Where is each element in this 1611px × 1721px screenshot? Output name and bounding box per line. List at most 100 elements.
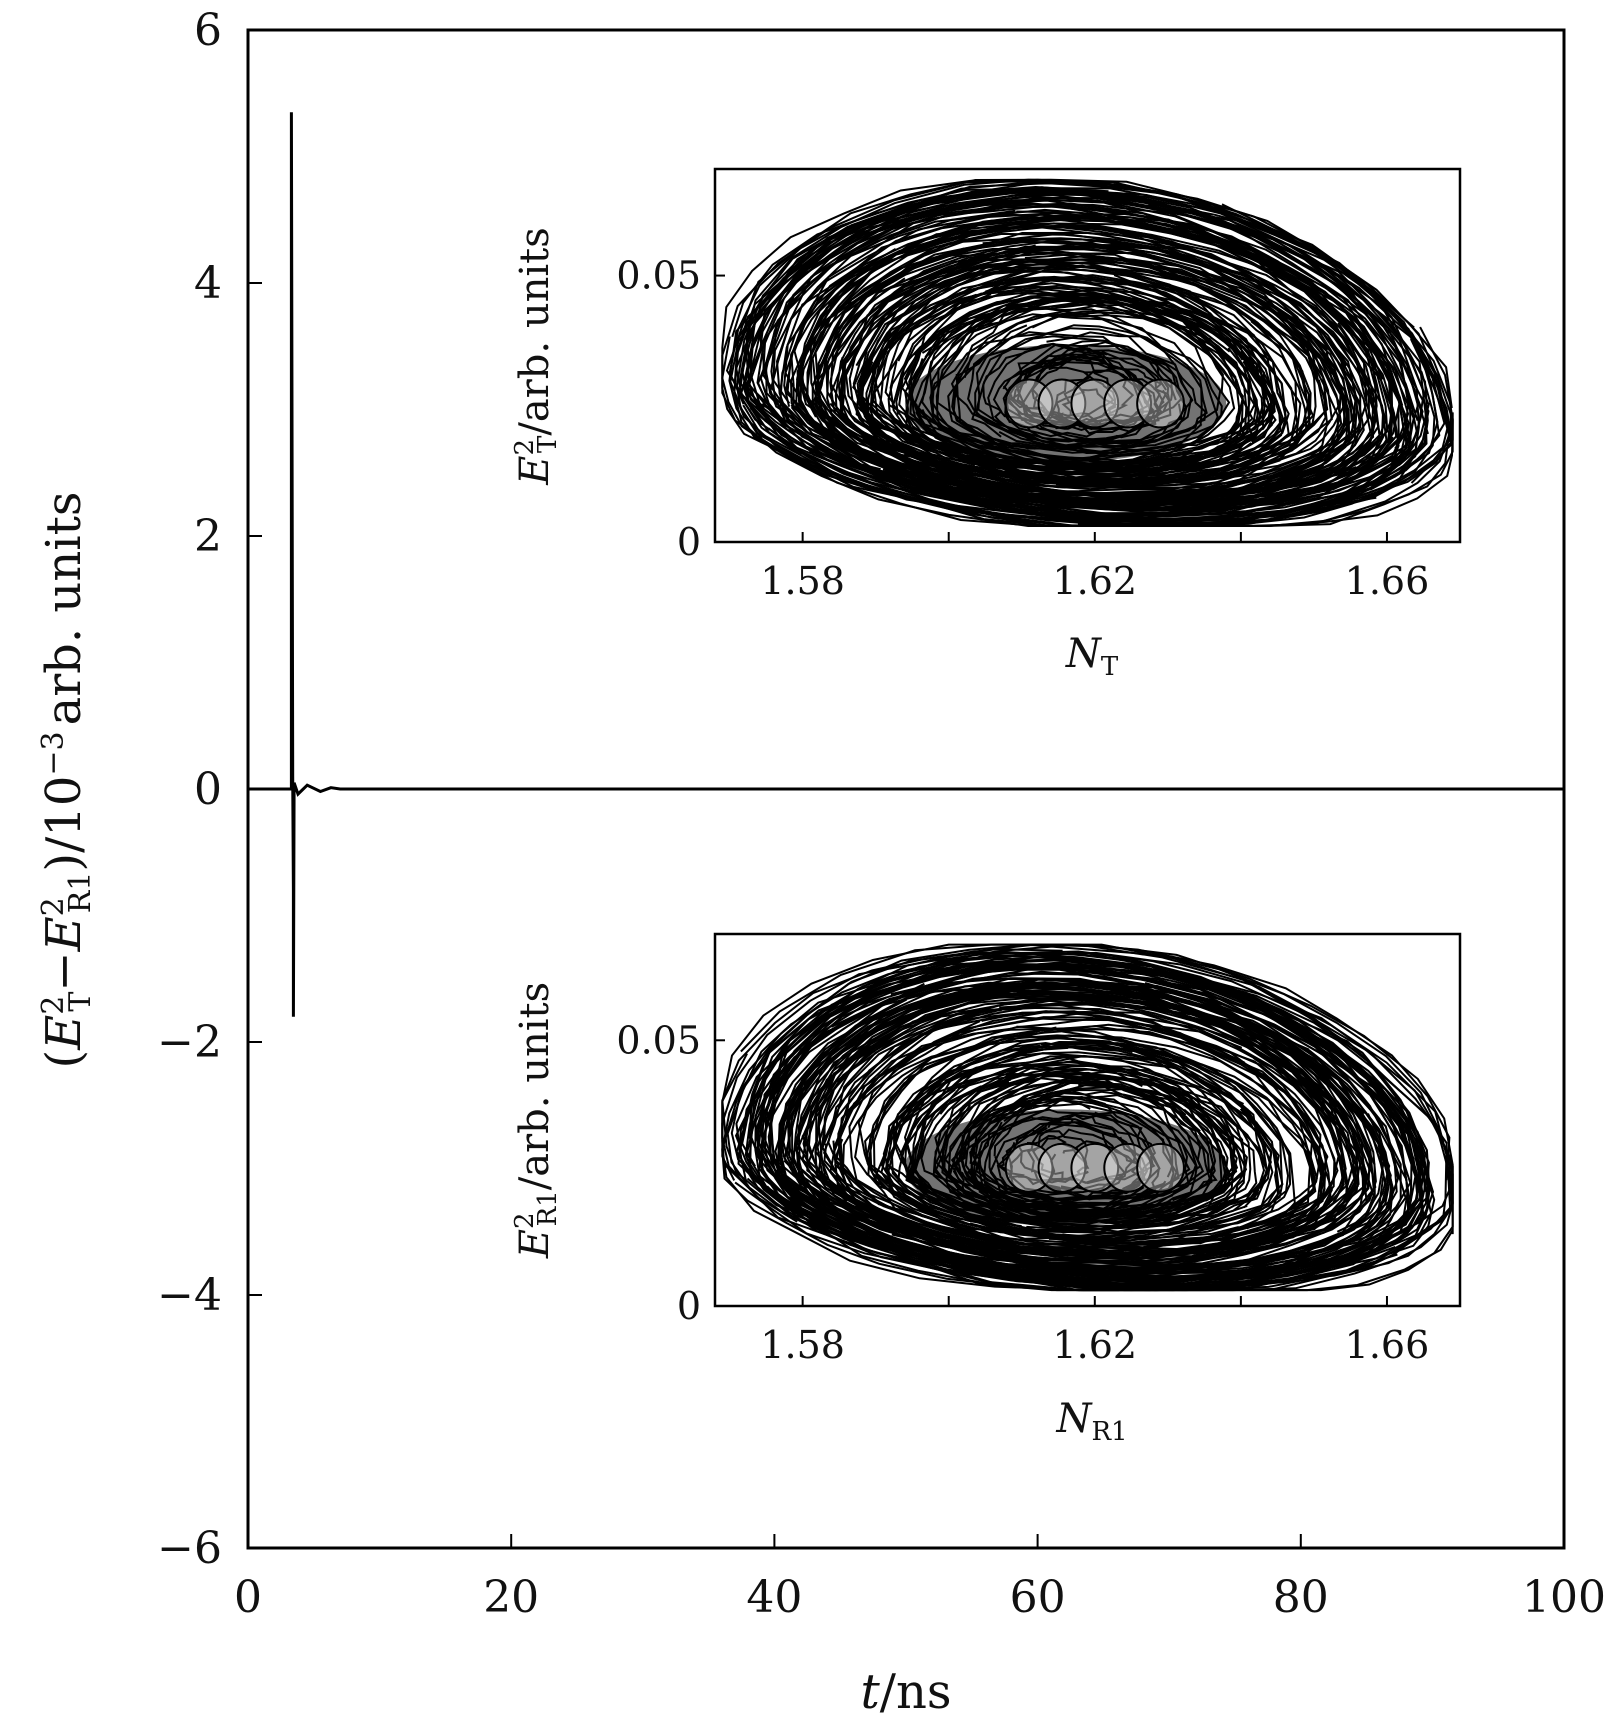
inset-bottom-y-e: E — [512, 1229, 558, 1259]
attractor-loop — [834, 1025, 1268, 1240]
inset-bottom-x-axis-label: NR1 — [1055, 1396, 1127, 1447]
attractor-loop — [743, 204, 1400, 524]
main-y-axis-label: (E2T−E2R1)/10−3arb. units — [36, 491, 99, 1068]
attractor-loop — [879, 288, 1244, 466]
inset-bottom-y-sub: R1 — [533, 1190, 563, 1226]
attractor-loop — [869, 1028, 1316, 1245]
inset-bottom-y-axis-label: E2R1/arb. units — [510, 982, 563, 1259]
y-label-sup1: 2 — [36, 996, 71, 1015]
y-label-unit: arb. units — [36, 491, 92, 725]
y-label-open: ( — [36, 1050, 92, 1069]
attractor-loop — [787, 962, 1425, 1271]
attractor-loop — [948, 1069, 1281, 1235]
inset-top-y-sup: 2 — [510, 439, 540, 456]
main-y-tick-label: 2 — [194, 511, 222, 562]
attractor-inner-ring — [1136, 378, 1185, 429]
main-x-tick-label: 60 — [1010, 1572, 1066, 1623]
attractor-loop — [890, 1040, 1292, 1242]
inset-top-x-ticks: 1.58 1.62 1.66 — [760, 532, 1429, 603]
attractor-loop — [906, 1046, 1315, 1245]
inset-top-x-var: N — [1065, 631, 1103, 677]
attractor-loop — [758, 972, 1375, 1270]
main-x-tick-label: 100 — [1522, 1572, 1606, 1623]
main-x-tick-label: 0 — [234, 1572, 262, 1623]
attractor-loop — [796, 216, 1412, 512]
inset-top-y-sub: T — [533, 435, 563, 453]
y-label-sup2: 2 — [36, 897, 71, 916]
attractor-loop — [769, 985, 1367, 1274]
inset-bottom-x-var: N — [1055, 1396, 1093, 1442]
main-x-tick-label: 20 — [483, 1572, 539, 1623]
inset-bottom: 1.58 1.62 1.66 00.05 NR1 E2R1/arb. units — [510, 932, 1462, 1447]
main-x-ticks: 0 20 40 60 80 100 — [234, 1534, 1606, 1623]
inset-x-tick-label: 1.58 — [760, 559, 845, 603]
inset-top-y-e: E — [512, 456, 558, 486]
main-y-tick-label: −6 — [157, 1523, 222, 1574]
main-x-axis-label: t/ns — [860, 1664, 951, 1720]
main-y-tick-label: −4 — [157, 1270, 222, 1321]
inset-bottom-y-unit: /arb. units — [512, 982, 558, 1190]
inset-top-x-axis-label: NT — [1065, 631, 1119, 682]
y-label-exponent: −3 — [36, 731, 71, 775]
attractor-loop — [790, 225, 1362, 501]
inset-x-tick-label: 1.66 — [1345, 559, 1430, 603]
attractor-loop — [762, 181, 1454, 522]
attractor-loop — [735, 963, 1390, 1276]
attractor-loop — [880, 1034, 1326, 1252]
attractor-inner-ring — [1136, 1142, 1185, 1193]
main-x-axis-var: t — [860, 1664, 880, 1720]
inset-top-y-unit: /arb. units — [512, 227, 558, 435]
attractor-loop — [738, 962, 1419, 1286]
attractor-core — [904, 344, 1227, 463]
attractor-loop — [857, 277, 1241, 470]
main-y-tick-label: 0 — [194, 764, 222, 815]
inset-bottom-frame — [713, 932, 1462, 1308]
attractor-loop — [904, 299, 1254, 475]
inset-bottom-y-sup: 2 — [510, 1212, 540, 1229]
attractor-loop — [860, 257, 1362, 503]
attractor-loop — [814, 259, 1299, 493]
attractor-loop — [871, 261, 1312, 476]
attractor-loop — [886, 1044, 1272, 1236]
main-series-line — [248, 112, 1564, 1017]
attractor-loop — [929, 297, 1266, 465]
attractor-loop — [820, 1010, 1323, 1259]
inset-x-tick-label: 1.58 — [760, 1323, 845, 1367]
inset-y-tick-label: 0 — [677, 520, 701, 564]
inset-bottom-attractor — [721, 943, 1454, 1292]
inset-bottom-y-ticks: 00.05 — [616, 1018, 725, 1328]
attractor-loop — [825, 238, 1327, 488]
y-label-scale: )/10 — [36, 776, 92, 872]
inset-top-y-ticks: 00.05 — [616, 254, 725, 564]
attractor-loop — [837, 1012, 1350, 1264]
main-y-tick-label: −2 — [157, 1017, 222, 1068]
attractor-loop — [730, 951, 1422, 1281]
main-y-ticks: −6 −4 −2 0 2 4 6 — [157, 5, 262, 1574]
inset-y-tick-label: 0.05 — [616, 254, 701, 298]
attractor-loop — [892, 274, 1315, 483]
inset-top: 1.58 1.62 1.66 00.05 NT E2T/arb. units — [510, 167, 1462, 682]
y-label-e1: E — [36, 1015, 92, 1051]
inset-x-tick-label: 1.66 — [1345, 1323, 1430, 1367]
y-label-e2: E — [36, 916, 92, 952]
main-x-tick-label: 80 — [1273, 1572, 1329, 1623]
main-x-tick-label: 40 — [746, 1572, 802, 1623]
attractor-loop — [779, 215, 1413, 521]
attractor-loop — [768, 209, 1381, 506]
attractor-loop — [884, 1023, 1336, 1247]
inset-bottom-x-sub: R1 — [1091, 1417, 1127, 1447]
y-label-sub-r1: R1 — [63, 872, 98, 914]
inset-top-y-axis-label: E2T/arb. units — [510, 227, 563, 486]
attractor-loop — [737, 963, 1409, 1290]
attractor-loop — [744, 189, 1426, 515]
attractor-loop — [814, 995, 1369, 1261]
main-x-axis-unit: /ns — [880, 1664, 952, 1720]
inset-bottom-x-ticks: 1.58 1.62 1.66 — [760, 1296, 1429, 1367]
attractor-loop — [721, 180, 1439, 526]
inset-top-attractor — [721, 178, 1454, 528]
attractor-core — [904, 1109, 1227, 1227]
inset-x-tick-label: 1.62 — [1052, 559, 1137, 603]
attractor-loop — [807, 998, 1340, 1255]
